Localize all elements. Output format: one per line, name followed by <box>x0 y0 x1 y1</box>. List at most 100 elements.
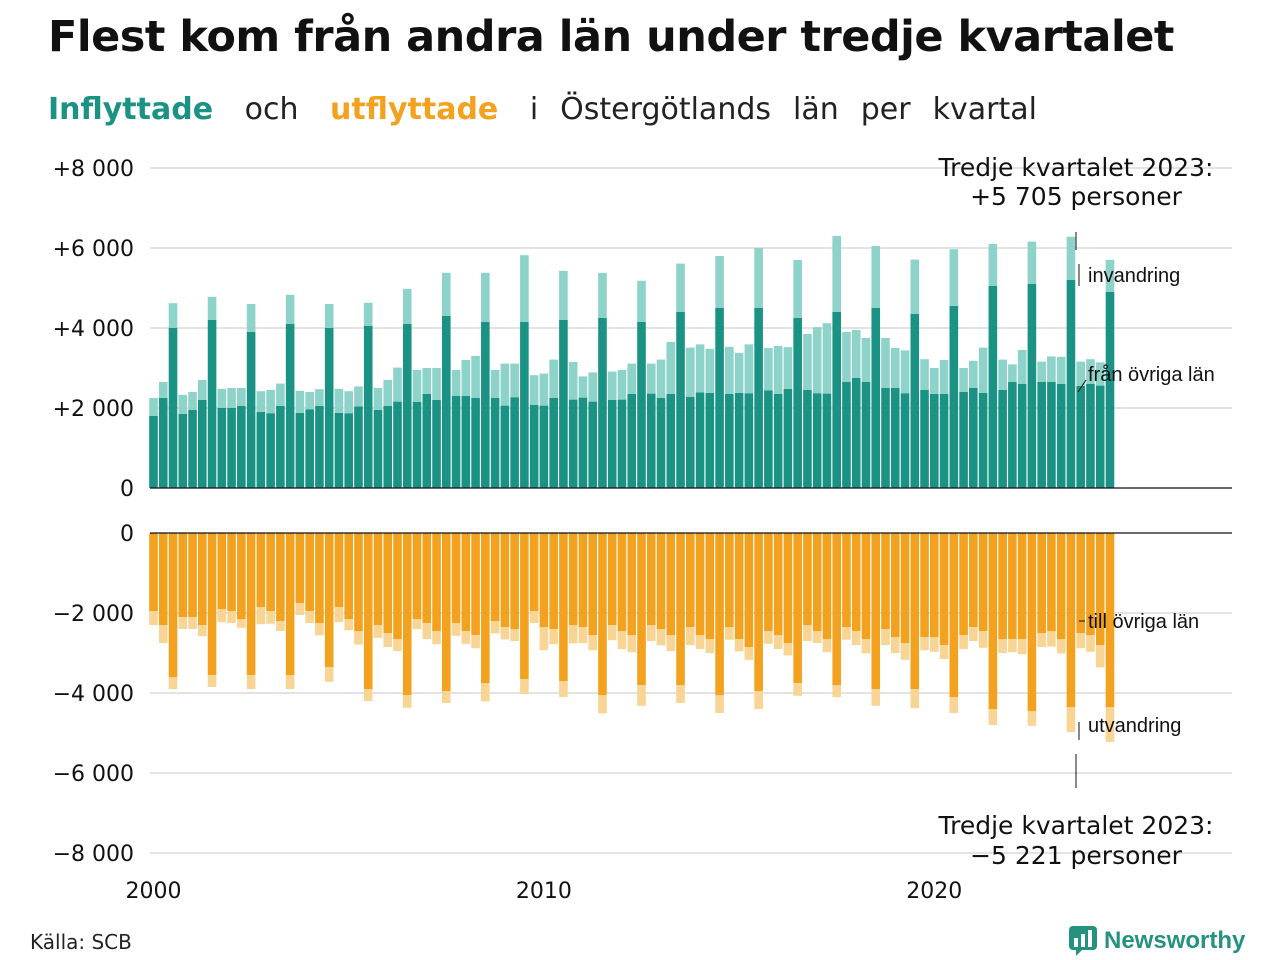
bar-fran-ovriga-lan <box>617 399 627 488</box>
bar-fran-ovriga-lan <box>305 409 314 488</box>
bar-till-ovriga-lan <box>1008 533 1017 639</box>
bar-till-ovriga-lan <box>383 533 393 633</box>
bar-till-ovriga-lan <box>276 533 285 621</box>
bar-invandring <box>422 368 432 394</box>
bar-till-ovriga-lan <box>607 533 617 625</box>
bar-till-ovriga-lan <box>754 533 763 691</box>
bar-till-ovriga-lan <box>158 533 168 625</box>
bar-till-ovriga-lan <box>920 533 929 637</box>
bar-utvandring <box>188 617 197 629</box>
bar-utvandring <box>1008 639 1017 653</box>
bar-utvandring <box>295 603 305 615</box>
bar-till-ovriga-lan <box>402 533 412 695</box>
bar-till-ovriga-lan <box>959 533 968 635</box>
bar-fran-ovriga-lan <box>568 399 578 488</box>
bar-utvandring <box>1027 711 1037 726</box>
bar-fran-ovriga-lan <box>1017 384 1027 488</box>
bar-utvandring <box>266 611 275 624</box>
bar-fran-ovriga-lan <box>598 318 607 488</box>
bar-utvandring <box>149 611 158 625</box>
bar-fran-ovriga-lan <box>451 396 461 488</box>
bar-fran-ovriga-lan <box>549 398 558 488</box>
bar-fran-ovriga-lan <box>168 328 178 488</box>
bar-till-ovriga-lan <box>851 533 861 631</box>
bar-utvandring <box>646 625 656 641</box>
bar-fran-ovriga-lan <box>666 394 676 488</box>
bar-utvandring <box>656 629 666 646</box>
bar-fran-ovriga-lan <box>559 320 568 488</box>
bar-invandring <box>754 248 763 308</box>
bar-invandring <box>871 246 881 308</box>
bar-till-ovriga-lan <box>842 533 851 627</box>
bar-utvandring <box>217 609 227 623</box>
annotation-bottom-line2: −5 221 personer <box>970 841 1183 870</box>
bar-invandring <box>598 272 607 318</box>
bar-invandring <box>1027 241 1037 284</box>
bar-till-ovriga-lan <box>890 533 900 637</box>
bar-invandring <box>607 371 617 400</box>
bar-invandring <box>832 236 841 312</box>
y-tick-label-top: +4 000 <box>53 317 134 342</box>
bar-till-ovriga-lan <box>998 533 1007 639</box>
bar-till-ovriga-lan <box>315 533 324 623</box>
bar-invandring <box>939 360 949 394</box>
bar-till-ovriga-lan <box>1095 533 1105 645</box>
bar-invandring <box>900 350 910 394</box>
y-tick-label-top: 0 <box>120 477 134 502</box>
bar-invandring <box>451 370 461 396</box>
newsworthy-logo: Newsworthy <box>1068 925 1245 957</box>
bar-invandring <box>617 370 627 400</box>
bar-utvandring <box>686 627 695 645</box>
bar-till-ovriga-lan <box>734 533 744 639</box>
bar-till-ovriga-lan <box>539 533 549 627</box>
annotation-bottom-line1: Tredje kvartalet 2023: <box>938 811 1214 840</box>
bar-fran-ovriga-lan <box>442 316 451 488</box>
bar-invandring <box>793 260 802 318</box>
y-tick-label-bottom: −6 000 <box>53 762 134 787</box>
bar-invandring <box>520 255 529 322</box>
bar-utvandring <box>490 621 500 634</box>
bar-till-ovriga-lan <box>822 533 832 639</box>
bar-invandring <box>158 382 168 398</box>
bar-till-ovriga-lan <box>598 533 607 695</box>
x-tick-label: 2020 <box>906 879 962 904</box>
bar-invandring <box>656 359 666 398</box>
bar-till-ovriga-lan <box>188 533 197 617</box>
bar-utvandring <box>1047 631 1056 647</box>
bar-invandring <box>978 347 988 393</box>
bar-utvandring <box>783 643 793 656</box>
bar-invandring <box>959 368 968 392</box>
bar-invandring <box>1017 350 1027 384</box>
bar-fran-ovriga-lan <box>803 390 812 488</box>
bar-fran-ovriga-lan <box>822 393 832 488</box>
label-till-ovriga-lan: till övriga län <box>1088 611 1199 633</box>
bar-till-ovriga-lan <box>939 533 949 645</box>
bar-invandring <box>695 344 705 393</box>
label-fran-ovriga-lan: från övriga län <box>1088 364 1215 386</box>
bar-till-ovriga-lan <box>510 533 519 629</box>
bar-fran-ovriga-lan <box>1086 384 1095 488</box>
bar-fran-ovriga-lan <box>764 390 773 488</box>
bar-till-ovriga-lan <box>207 533 217 675</box>
bar-till-ovriga-lan <box>881 533 890 629</box>
bar-fran-ovriga-lan <box>1056 384 1066 488</box>
bar-till-ovriga-lan <box>705 533 715 639</box>
bar-fran-ovriga-lan <box>910 314 920 488</box>
bar-utvandring <box>442 691 451 703</box>
bar-utvandring <box>432 631 441 645</box>
bar-fran-ovriga-lan <box>988 286 998 488</box>
bar-fran-ovriga-lan <box>529 404 539 488</box>
bar-till-ovriga-lan <box>568 533 578 625</box>
bar-invandring <box>529 375 539 405</box>
bar-fran-ovriga-lan <box>793 318 802 488</box>
bar-utvandring <box>822 639 832 653</box>
bar-fran-ovriga-lan <box>881 388 890 488</box>
bar-invandring <box>481 272 490 322</box>
bar-invandring <box>725 346 734 394</box>
bar-till-ovriga-lan <box>861 533 871 639</box>
annotation-top-line1: Tredje kvartalet 2023: <box>938 153 1214 182</box>
bar-till-ovriga-lan <box>656 533 666 629</box>
bar-till-ovriga-lan <box>725 533 734 627</box>
bar-invandring <box>1008 364 1017 382</box>
bar-fran-ovriga-lan <box>812 393 822 488</box>
